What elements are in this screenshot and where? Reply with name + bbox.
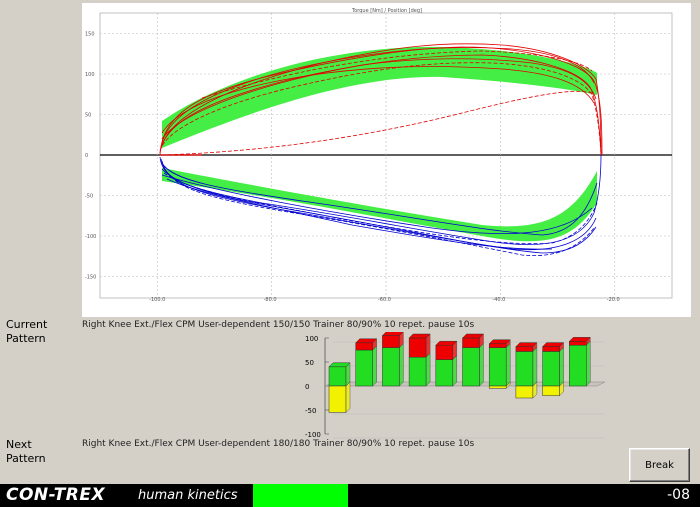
bar-green [542,351,560,387]
y-tick-label: -100 [85,234,96,240]
y-tick-label: -50 [85,194,93,200]
bar-y-tick-label: 0 [305,383,309,391]
flexion-curve [161,168,597,254]
bar-green [569,344,587,387]
bar-red-top [461,333,485,339]
bar-green-side [452,354,458,387]
extension-curve [161,66,595,134]
repetition-bars: 100 50 0 -50 -100 [305,330,606,439]
bar-yellow-side [532,381,538,399]
bar-green [515,351,534,387]
bar-yellow-side [345,381,351,414]
bar-red-top [355,338,378,344]
bar-y-tick-label: -50 [305,407,316,415]
x-tick-label: -40.0 [492,297,505,303]
extension-curve [161,47,595,144]
bar-green-side [505,342,511,387]
bar-red [515,346,534,352]
bar-green-side [532,346,538,387]
y-tick-label: 100 [85,72,95,78]
bar-green-side [425,352,431,387]
flexion-curve [161,162,598,236]
bar-green [355,349,373,387]
flexion-curve [161,160,595,257]
torque-position-chart: 150 100 50 0 -50 -100 -150 -100.0 -80.0 -60.0 -40.… [85,8,673,303]
flexion-target-band [162,168,597,242]
bar-red-top [515,342,538,347]
bar-yellow [515,385,534,399]
y-tick-label: 50 [85,113,91,119]
next-label-line2: Pattern [6,452,46,465]
tagline: human kinetics [138,488,238,503]
extension-target-band [162,46,597,148]
break-button[interactable]: Break [629,448,690,482]
bar-red-top [408,333,431,339]
bar-green [408,356,427,387]
bar-red [569,341,587,346]
flexion-curve [166,178,553,250]
bar-yellow [542,385,560,396]
bar-red [408,337,427,358]
bar-green-side [559,346,564,387]
next-pattern-label: Next Pattern [6,438,46,466]
repetition-counter: -08 [667,487,690,503]
contrex-logo: CON-TREX [6,485,106,505]
status-green-bar [253,484,348,507]
bar-green-side [372,345,377,387]
x-tick-label: -60.0 [378,297,391,303]
current-pattern-label: Current Pattern [6,318,47,346]
bar-yellow-side [559,381,564,397]
extension-curve [161,58,597,140]
bar-yellow-side [505,381,511,390]
bar-green [462,347,480,387]
flexion-curve [163,172,598,245]
current-pattern-text: Right Knee Ext./Flex CPM User-dependent … [82,320,475,330]
extension-curve [159,62,602,156]
repetition-bar-chart: 100 50 0 -50 -100 [305,330,615,440]
flexion-curve [161,174,593,235]
bar-green [328,366,347,387]
bar-green [382,347,400,387]
plot-title: Torque [Nm] / Position [deg] [351,8,422,14]
bar-red-top [541,342,565,347]
x-tick-label: -20.0 [607,297,620,303]
x-tick-label: -100.0 [149,297,165,303]
bar-y-tick-label: 50 [305,359,314,367]
bar-red [542,346,560,352]
bar-red-top [435,340,458,346]
bar-green-side [479,342,484,387]
bar-red [382,335,400,348]
bar-yellow [488,385,507,389]
bar-green-side [586,340,591,387]
bar-green [488,347,507,387]
y-tick-label: 0 [85,153,88,159]
bar-red [488,343,507,348]
bar-yellow [328,385,347,413]
torque-position-plot: 150 100 50 0 -50 -100 -150 -100.0 -80.0 -60.0 -40.… [82,3,691,317]
bar-y-tick-label: 100 [305,335,318,343]
extension-curve [201,50,593,99]
bar-red [462,337,480,348]
y-tick-label: -150 [85,275,96,281]
footer-bar: CON-TREX human kinetics -08 [0,484,700,507]
current-label-line1: Current [6,318,48,331]
bar-y-tick-label: -100 [305,431,321,439]
current-label-line2: Pattern [6,332,46,345]
x-tick-label: -80.0 [264,297,277,303]
next-label-line1: Next [6,438,32,451]
bar-red [435,344,454,360]
bar-red-top [381,331,405,336]
next-pattern-text: Right Knee Ext./Flex CPM User-dependent … [82,439,475,449]
y-tick-label: 150 [85,32,95,38]
bar-red-top [488,339,511,345]
bar-green [435,359,454,387]
bar-red [355,342,373,351]
extension-curve [159,54,602,156]
bar-green-side [399,342,404,387]
bar-red-top [568,337,591,342]
extension-curve [161,90,593,156]
bar-green-top [328,362,351,368]
